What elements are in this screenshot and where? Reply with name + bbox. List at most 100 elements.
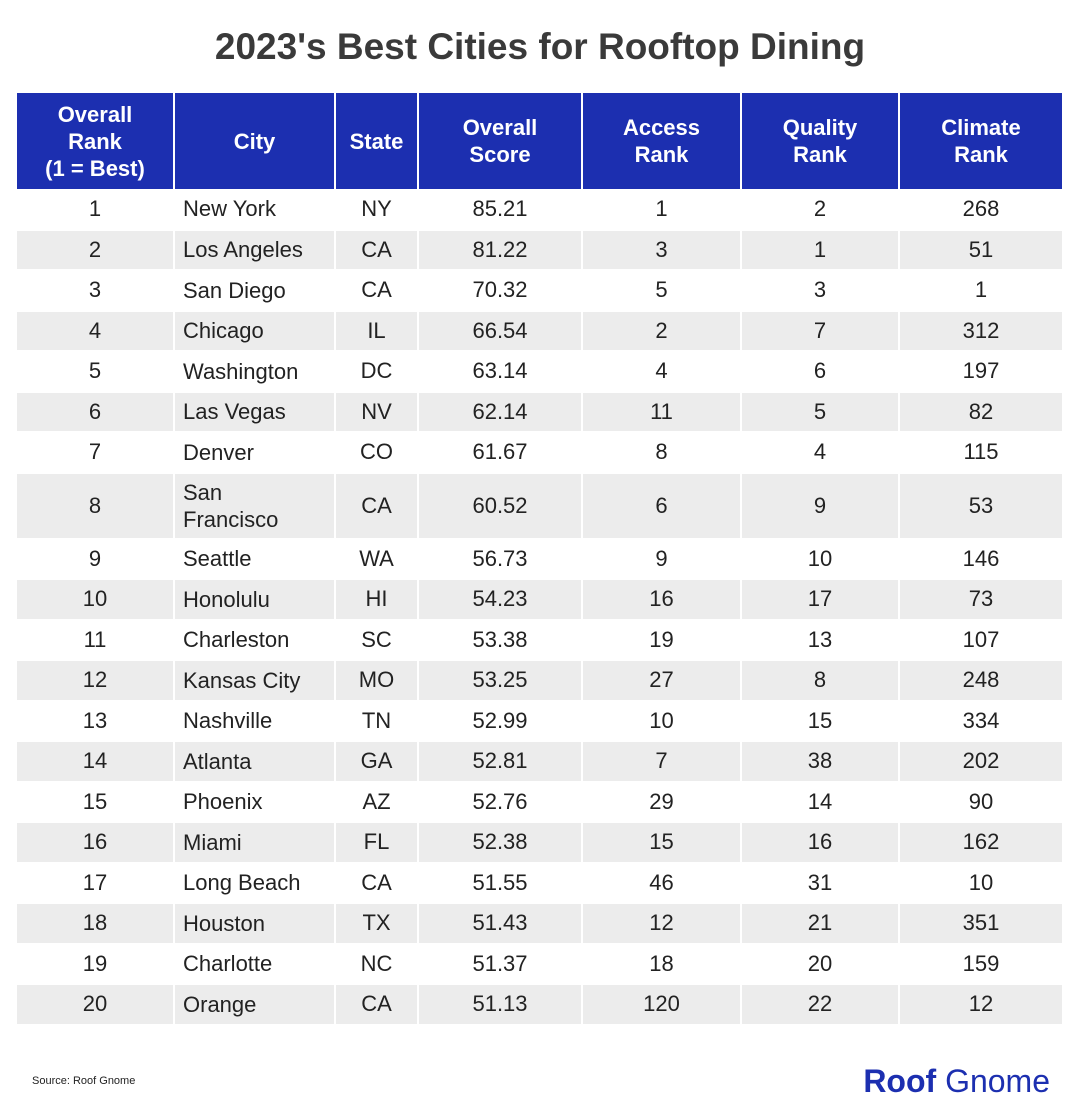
rankings-table: Overall Rank (1 = Best) City State Overall Sco… [17,93,1062,1026]
cell-overall-score: 52.38 [418,822,583,864]
cell-quality-rank: 31 [741,862,900,904]
cell-rank: 18 [17,903,175,945]
cell-city: Los Angeles [174,229,336,271]
cell-quality-rank: 3 [741,270,900,312]
table-row: 14 Atlanta GA 52.81 7 38 202 [17,741,1062,783]
table-row: 7 Denver CO 61.67 8 4 115 [17,432,1062,474]
cell-climate-rank: 82 [899,391,1062,433]
cell-state: CA [335,270,419,312]
cell-access-rank: 27 [582,660,742,702]
column-header-rank: Overall Rank (1 = Best) [17,93,175,189]
table-row: 3 San Diego CA 70.32 5 3 1 [17,270,1062,312]
cell-overall-score: 60.52 [418,472,583,540]
table-row: 8 San Francisco CA 60.52 6 9 53 [17,472,1062,540]
cell-rank: 10 [17,579,175,621]
cell-state: HI [335,579,419,621]
source-note: Source: Roof Gnome [32,1075,136,1087]
cell-quality-rank: 21 [741,903,900,945]
cell-access-rank: 3 [582,229,742,271]
cell-state: CA [335,472,419,540]
table-row: 20 Orange CA 51.13 120 22 12 [17,984,1062,1026]
cell-city: Honolulu [174,579,336,621]
cell-state: CA [335,862,419,904]
table-row: 12 Kansas City MO 53.25 27 8 248 [17,660,1062,702]
cell-overall-score: 54.23 [418,579,583,621]
cell-state: NC [335,943,419,985]
cell-access-rank: 10 [582,700,742,742]
cell-rank: 5 [17,351,175,393]
cell-access-rank: 19 [582,619,742,661]
cell-rank: 8 [17,472,175,540]
cell-climate-rank: 268 [899,189,1062,231]
cell-quality-rank: 4 [741,432,900,474]
cell-city: Chicago [174,310,336,352]
cell-rank: 17 [17,862,175,904]
cell-overall-score: 63.14 [418,351,583,393]
cell-quality-rank: 17 [741,579,900,621]
table-body: 1 New York NY 85.21 1 2 268 2 Los Angeles CA 81.22… [17,189,1062,1026]
cell-city: Houston [174,903,336,945]
cell-city: Nashville [174,700,336,742]
cell-overall-score: 56.73 [418,538,583,580]
cell-rank: 12 [17,660,175,702]
table-row: 5 Washington DC 63.14 4 6 197 [17,351,1062,393]
cell-access-rank: 16 [582,579,742,621]
table-row: 1 New York NY 85.21 1 2 268 [17,189,1062,231]
cell-access-rank: 9 [582,538,742,580]
cell-state: AZ [335,781,419,823]
cell-quality-rank: 38 [741,741,900,783]
cell-rank: 2 [17,229,175,271]
cell-quality-rank: 6 [741,351,900,393]
column-header-state: State [335,93,419,189]
cell-rank: 11 [17,619,175,661]
cell-overall-score: 51.13 [418,984,583,1026]
cell-city: Kansas City [174,660,336,702]
cell-climate-rank: 12 [899,984,1062,1026]
cell-rank: 1 [17,189,175,231]
cell-climate-rank: 1 [899,270,1062,312]
cell-quality-rank: 7 [741,310,900,352]
cell-climate-rank: 115 [899,432,1062,474]
cell-overall-score: 53.38 [418,619,583,661]
cell-overall-score: 51.55 [418,862,583,904]
cell-state: SC [335,619,419,661]
cell-quality-rank: 10 [741,538,900,580]
cell-rank: 13 [17,700,175,742]
cell-access-rank: 1 [582,189,742,231]
cell-overall-score: 52.76 [418,781,583,823]
cell-rank: 9 [17,538,175,580]
cell-rank: 15 [17,781,175,823]
column-header-overall-score: Overall Score [418,93,583,189]
cell-city: Charleston [174,619,336,661]
cell-city: Denver [174,432,336,474]
cell-quality-rank: 5 [741,391,900,433]
cell-city: Miami [174,822,336,864]
cell-city: San Francisco [174,472,336,540]
cell-access-rank: 8 [582,432,742,474]
cell-state: CA [335,229,419,271]
cell-access-rank: 6 [582,472,742,540]
cell-access-rank: 7 [582,741,742,783]
table-row: 13 Nashville TN 52.99 10 15 334 [17,700,1062,742]
cell-state: TN [335,700,419,742]
cell-city: Las Vegas [174,391,336,433]
cell-climate-rank: 73 [899,579,1062,621]
logo-word-gnome: Gnome [936,1063,1050,1099]
cell-overall-score: 66.54 [418,310,583,352]
table-row: 16 Miami FL 52.38 15 16 162 [17,822,1062,864]
cell-access-rank: 29 [582,781,742,823]
cell-overall-score: 62.14 [418,391,583,433]
cell-overall-score: 52.81 [418,741,583,783]
cell-quality-rank: 22 [741,984,900,1026]
table-row: 6 Las Vegas NV 62.14 11 5 82 [17,391,1062,433]
cell-access-rank: 12 [582,903,742,945]
cell-state: FL [335,822,419,864]
cell-climate-rank: 146 [899,538,1062,580]
column-header-city: City [174,93,336,189]
table-row: 9 Seattle WA 56.73 9 10 146 [17,538,1062,580]
cell-city: Orange [174,984,336,1026]
cell-climate-rank: 159 [899,943,1062,985]
cell-access-rank: 2 [582,310,742,352]
cell-overall-score: 85.21 [418,189,583,231]
cell-state: MO [335,660,419,702]
